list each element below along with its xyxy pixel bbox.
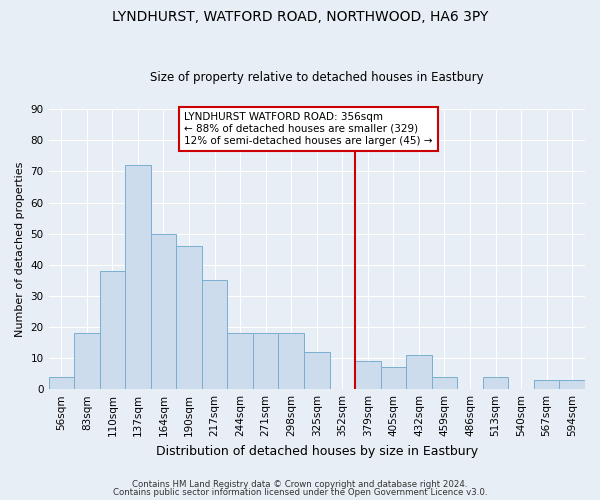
Bar — [534, 380, 559, 389]
Bar — [125, 166, 151, 389]
Bar — [355, 361, 380, 389]
Bar — [151, 234, 176, 389]
Bar — [559, 380, 585, 389]
Bar — [176, 246, 202, 389]
Title: Size of property relative to detached houses in Eastbury: Size of property relative to detached ho… — [150, 72, 484, 85]
Bar — [380, 368, 406, 389]
Bar — [278, 333, 304, 389]
Bar — [304, 352, 329, 389]
Text: Contains HM Land Registry data © Crown copyright and database right 2024.: Contains HM Land Registry data © Crown c… — [132, 480, 468, 489]
Bar — [74, 333, 100, 389]
Text: Contains public sector information licensed under the Open Government Licence v3: Contains public sector information licen… — [113, 488, 487, 497]
Bar — [432, 376, 457, 389]
Bar — [483, 376, 508, 389]
Text: LYNDHURST, WATFORD ROAD, NORTHWOOD, HA6 3PY: LYNDHURST, WATFORD ROAD, NORTHWOOD, HA6 … — [112, 10, 488, 24]
Y-axis label: Number of detached properties: Number of detached properties — [15, 162, 25, 337]
Bar — [49, 376, 74, 389]
X-axis label: Distribution of detached houses by size in Eastbury: Distribution of detached houses by size … — [156, 444, 478, 458]
Bar — [202, 280, 227, 389]
Bar — [100, 271, 125, 389]
Bar — [406, 355, 432, 389]
Text: LYNDHURST WATFORD ROAD: 356sqm
← 88% of detached houses are smaller (329)
12% of: LYNDHURST WATFORD ROAD: 356sqm ← 88% of … — [184, 112, 433, 146]
Bar — [227, 333, 253, 389]
Bar — [253, 333, 278, 389]
